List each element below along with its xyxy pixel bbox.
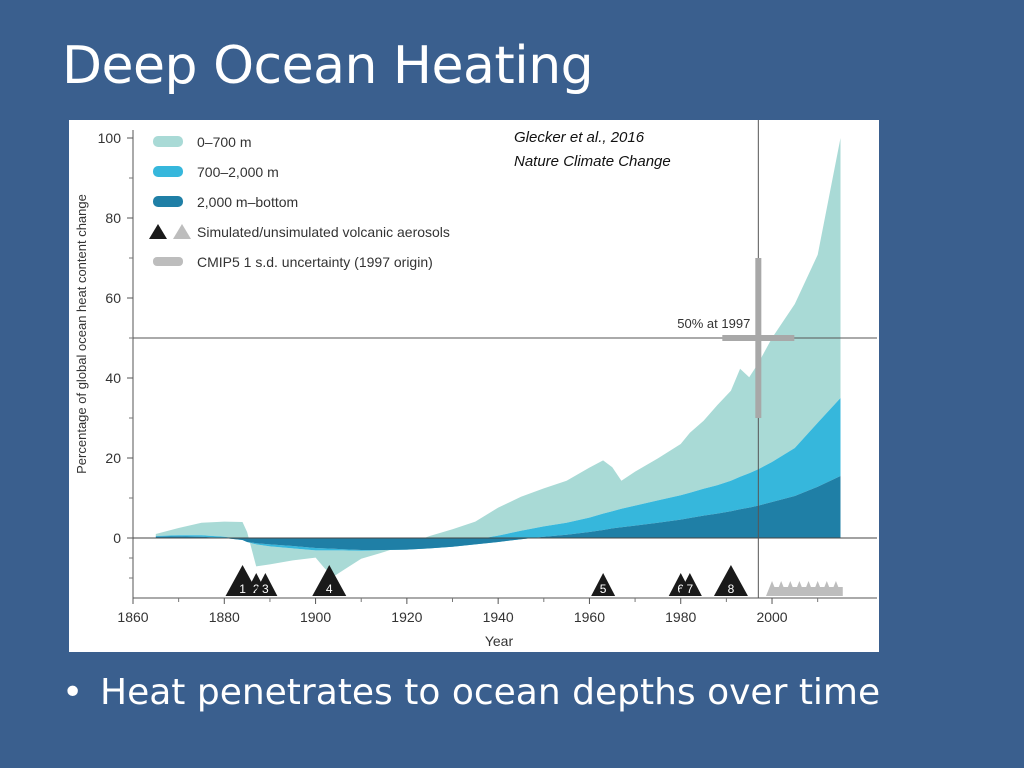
volcano-marker — [253, 573, 278, 596]
legend-label: 0–700 m — [197, 134, 251, 150]
volcano-label: 3 — [262, 582, 269, 596]
x-tick-label: 1900 — [300, 609, 331, 625]
y-tick-label: 0 — [113, 530, 121, 546]
x-tick-label: 1940 — [483, 609, 514, 625]
volcano-label: 7 — [687, 582, 694, 596]
x-tick-label: 2000 — [756, 609, 787, 625]
ocean-heat-chart: 0 20 40 60 80 100 1860 1880 1900 1920 1940 1960 1980… — [69, 120, 879, 652]
volcano-marker — [312, 565, 347, 596]
volcano-label: 2 — [253, 582, 260, 596]
legend-label: CMIP5 1 s.d. uncertainty (1997 origin) — [197, 254, 433, 270]
citation-line-1: Glecker et al., 2016 — [514, 129, 645, 146]
legend-swatch-0-700m — [153, 136, 183, 147]
volcano-label: 1 — [239, 582, 246, 596]
legend-swatch-2000m-bottom — [153, 196, 183, 207]
legend-swatch-700-2000m — [153, 166, 183, 177]
y-tick-label: 60 — [105, 290, 121, 306]
reference-label: 50% at 1997 — [677, 316, 750, 331]
volcano-label: 6 — [677, 582, 684, 596]
stacked-area-bands — [155, 138, 841, 577]
volcano-label: 5 — [600, 582, 607, 596]
chart-axes: 0 20 40 60 80 100 1860 1880 1900 1920 1940 1960 1980… — [74, 130, 877, 649]
legend-label: 700–2,000 m — [197, 164, 279, 180]
x-axis-label: Year — [485, 633, 514, 649]
volcano-label: 8 — [728, 582, 735, 596]
slide-title: Deep Ocean Heating — [62, 36, 594, 96]
legend-unsimulated-volcano-icon — [173, 224, 191, 239]
volcano-label: 4 — [326, 582, 333, 596]
volcano-marker — [713, 565, 748, 596]
legend-simulated-volcano-icon — [149, 224, 167, 239]
y-tick-label: 40 — [105, 370, 121, 386]
citation-line-2: Nature Climate Change — [514, 153, 671, 170]
chart-canvas: 0 20 40 60 80 100 1860 1880 1900 1920 1940 1960 1980… — [74, 120, 877, 649]
y-tick-label: 80 — [105, 210, 121, 226]
x-tick-label: 1920 — [391, 609, 422, 625]
x-tick-label: 1960 — [574, 609, 605, 625]
y-tick-label: 100 — [98, 130, 122, 146]
chart-legend: 0–700 m 700–2,000 m 2,000 m–bottom Simulate… — [149, 134, 450, 270]
legend-swatch-uncertainty — [153, 257, 183, 266]
area-2000m-bottom — [155, 476, 841, 550]
reference-lines: 50% at 1997 Glecker et al., 2016 Nature Cl… — [133, 120, 877, 598]
x-tick-label: 1860 — [117, 609, 148, 625]
bullet-dot-icon: • — [62, 672, 84, 713]
volcano-marker — [677, 573, 702, 596]
x-tick-label: 1880 — [209, 609, 240, 625]
unsimulated-volcano-band — [769, 587, 843, 596]
bullet-point: • Heat penetrates to ocean depths over ti… — [62, 672, 880, 713]
area-0-700m — [155, 138, 841, 577]
legend-label: 2,000 m–bottom — [197, 194, 298, 210]
y-tick-label: 20 — [105, 450, 121, 466]
legend-label: Simulated/unsimulated volcanic aerosols — [197, 224, 450, 240]
y-axis-label: Percentage of global ocean heat content … — [74, 194, 89, 474]
x-tick-label: 1980 — [665, 609, 696, 625]
bullet-text: Heat penetrates to ocean depths over tim… — [100, 672, 881, 713]
volcano-marker — [591, 573, 616, 596]
area-700-2000m — [155, 398, 841, 551]
